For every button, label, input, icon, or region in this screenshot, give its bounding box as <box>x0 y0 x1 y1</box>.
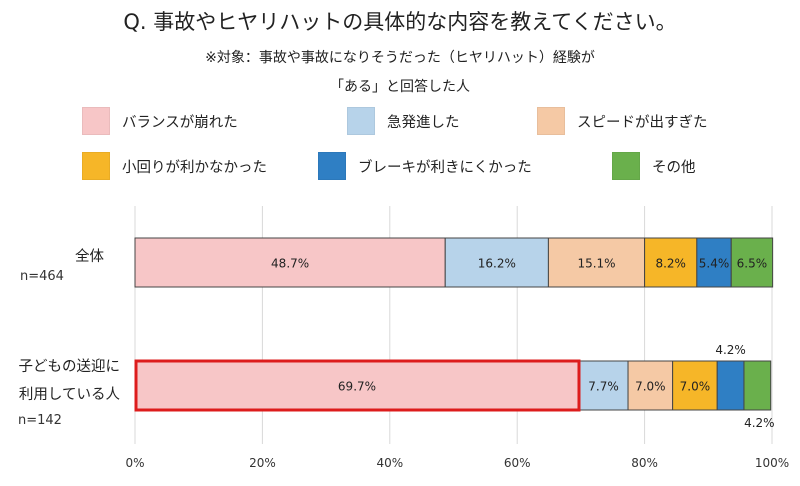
data-label-balance-1: 69.7% <box>338 380 376 394</box>
legend-swatch-brake <box>318 152 346 180</box>
data-label-sudden_start-0: 16.2% <box>478 257 516 271</box>
x-tick-label-1: 20% <box>249 456 276 470</box>
bar-segment-brake-1 <box>716 360 745 411</box>
data-label-other-0: 6.5% <box>737 257 768 271</box>
legend-label-balance: バランスが崩れた <box>122 115 238 131</box>
bar-segment-speed-0 <box>547 237 646 288</box>
sample-size-parents: n=142 <box>18 413 62 428</box>
data-label-small_turn-1: 7.0% <box>680 380 711 394</box>
data-label-brake-1: 4.2% <box>715 343 746 357</box>
sample-size-all: n=464 <box>20 269 64 284</box>
legend-label-sudden_start: 急発進した <box>387 115 460 131</box>
x-tick-label-5: 100% <box>755 456 789 470</box>
bar-segment-sudden_start-0 <box>444 237 549 288</box>
data-label-small_turn-0: 8.2% <box>655 257 686 271</box>
legend-label-brake: ブレーキが利きにくかった <box>358 160 532 176</box>
chart-title: Q. 事故やヒヤリハットの具体的な内容を教えてください。 <box>123 10 677 34</box>
category-label-parents-line-1: 子どもの送迎に <box>18 359 121 375</box>
bar-segment-brake-0 <box>696 237 732 288</box>
legend-label-other: その他 <box>652 160 696 176</box>
data-label-balance-0: 48.7% <box>271 257 309 271</box>
category-label-all: 全体 <box>75 249 104 265</box>
bar-segment-small_turn-1 <box>672 360 718 411</box>
legend-label-small_turn: 小回りが利かなかった <box>122 160 267 176</box>
chart-subtitle-line-1: ※対象：事故や事故になりそうだった（ヒヤリハット）経験が <box>205 50 595 66</box>
legend-swatch-sudden_start <box>347 107 375 135</box>
legend-swatch-balance <box>82 107 110 135</box>
x-tick-label-2: 40% <box>376 456 403 470</box>
data-label-brake-0: 5.4% <box>699 257 730 271</box>
bar-segment-balance-1 <box>134 360 580 411</box>
chart-subtitle-line-2: 「ある」と回答した人 <box>330 79 470 95</box>
data-label-speed-1: 7.0% <box>635 380 666 394</box>
x-tick-label-0: 0% <box>125 456 144 470</box>
legend-swatch-small_turn <box>82 152 110 180</box>
data-label-other-1: 4.2% <box>744 416 775 430</box>
data-label-sudden_start-1: 7.7% <box>588 380 619 394</box>
x-tick-label-3: 60% <box>504 456 531 470</box>
legend-swatch-speed <box>537 107 565 135</box>
category-label-parents-line-2: 利用している人 <box>18 387 120 403</box>
data-label-speed-0: 15.1% <box>577 257 615 271</box>
legend-swatch-other <box>612 152 640 180</box>
x-tick-label-4: 80% <box>631 456 658 470</box>
highlight-outline <box>134 359 581 412</box>
bar-segment-other-0 <box>730 237 774 288</box>
legend-label-speed: スピードが出すぎた <box>577 115 708 131</box>
bar-segment-sudden_start-1 <box>578 360 629 411</box>
bar-segment-other-1 <box>743 360 772 411</box>
bar-segment-small_turn-0 <box>644 237 698 288</box>
